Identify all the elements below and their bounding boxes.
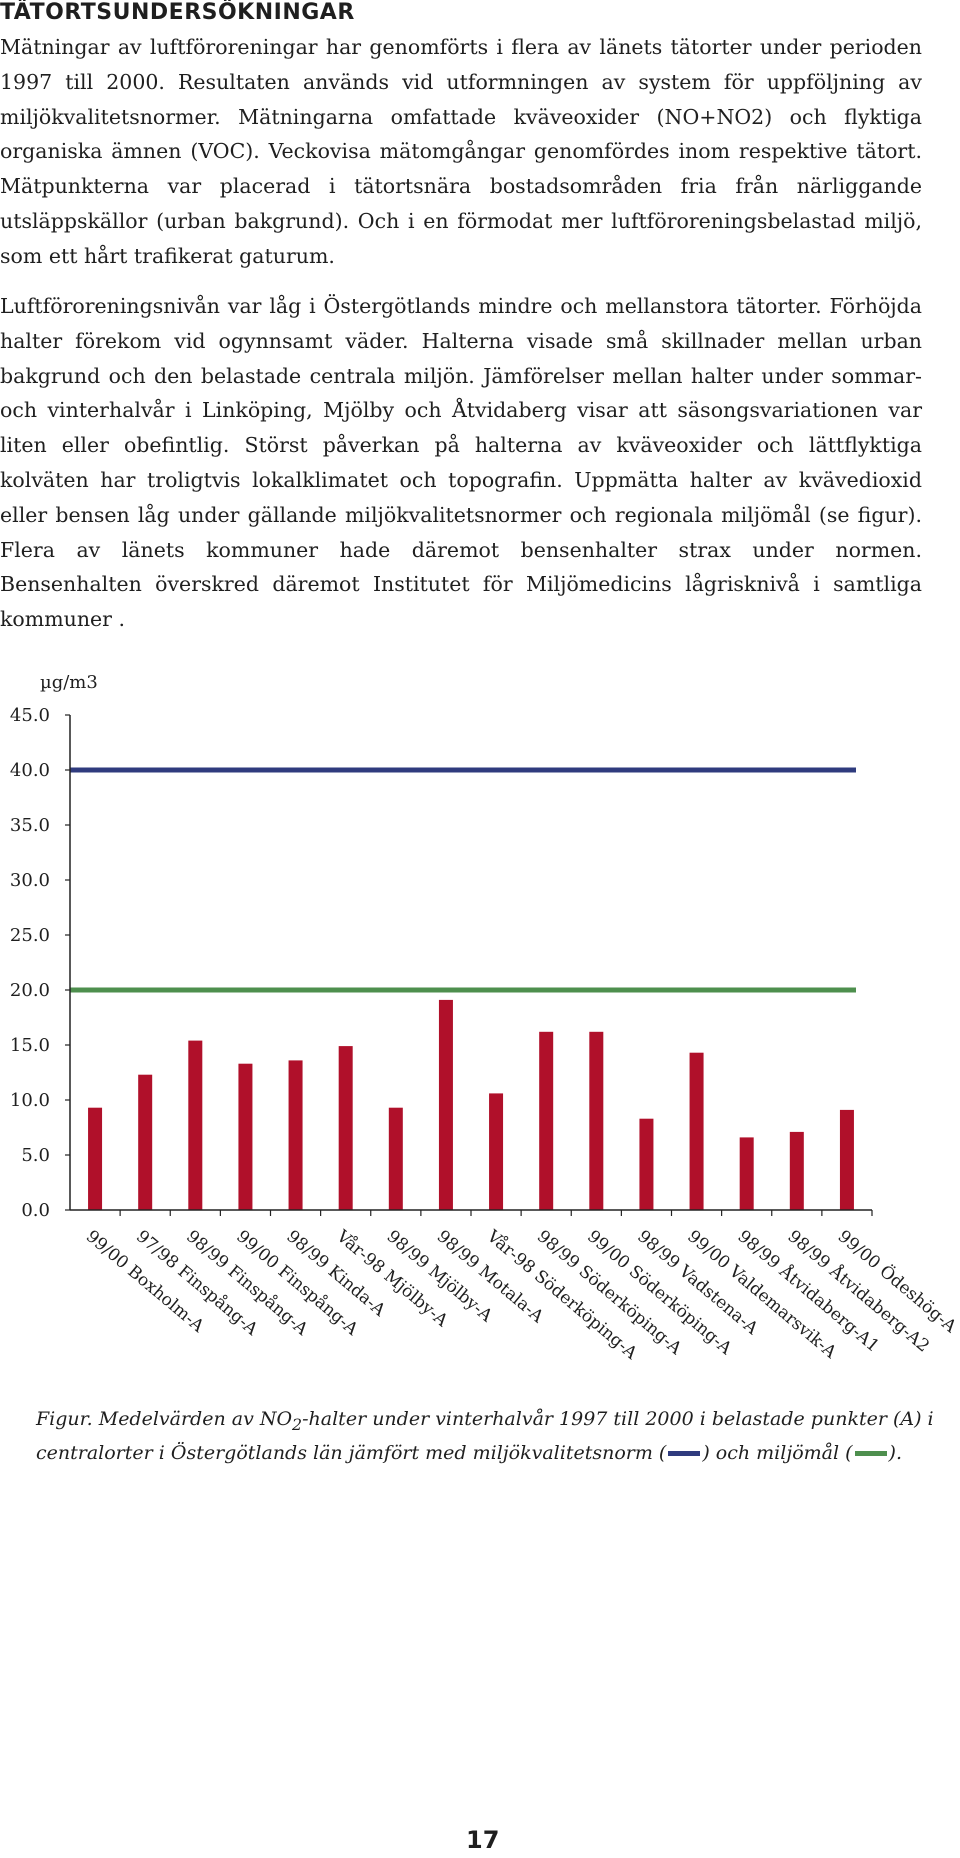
caption-text-2: -halter under vinterhalvår 1997 till 200…: [36, 1408, 934, 1464]
y-tick-label: 30.0: [10, 870, 50, 891]
y-tick-label: 25.0: [10, 925, 50, 946]
bar: [338, 1046, 353, 1210]
paragraph-results: Luftföroreningsnivån var låg i Östergötl…: [0, 294, 922, 632]
bar: [88, 1107, 103, 1210]
bar: [689, 1052, 704, 1210]
bar: [789, 1131, 804, 1210]
bar: [539, 1031, 554, 1210]
y-tick-label: 0.0: [21, 1200, 50, 1221]
bar: [188, 1040, 203, 1210]
bar: [288, 1060, 303, 1210]
y-tick-label: 10.0: [10, 1090, 50, 1111]
y-axis-ticks: 45.0 40.0 35.0 30.0 25.0 20.0 15.0 10.0 5.0 0.0: [10, 705, 70, 1221]
paragraph-intro: Mätningar av luftföroreningar har genomf…: [0, 35, 922, 268]
bars: [88, 999, 854, 1210]
y-tick-label: 20.0: [10, 980, 50, 1001]
figure-caption: Figur. Medelvärden av NO2-halter under v…: [36, 1405, 936, 1468]
bar: [639, 1118, 654, 1210]
norm-line-swatch: [668, 1451, 701, 1457]
caption-text-1: Figur. Medelvärden av NO: [36, 1408, 293, 1430]
caption-subscript: 2: [292, 1414, 303, 1434]
bar: [138, 1074, 153, 1210]
goal-line-swatch: [854, 1451, 887, 1457]
bar: [839, 1109, 854, 1210]
y-tick-label: 5.0: [21, 1145, 50, 1166]
bar: [238, 1063, 253, 1210]
bar: [739, 1137, 754, 1210]
caption-text-3: ) och miljömål (: [702, 1441, 853, 1464]
reference-lines: [70, 767, 856, 993]
bar: [438, 999, 453, 1210]
y-tick-label: 40.0: [10, 760, 50, 781]
page-number: 17: [466, 1826, 500, 1854]
y-tick-label: 15.0: [10, 1035, 50, 1056]
bar: [489, 1093, 504, 1210]
y-axis-unit-label: µg/m3: [40, 672, 98, 693]
bar: [589, 1031, 604, 1210]
bar: [388, 1107, 403, 1210]
caption-text-4: ).: [888, 1441, 902, 1464]
x-axis-labels: 99/00 Boxholm-A97/98 Finspång-A98/99 Fin…: [82, 1210, 960, 1364]
section-heading: TÄTORTSUNDERSÖKNINGAR: [0, 0, 355, 25]
y-tick-label: 45.0: [10, 705, 50, 726]
no2-bar-chart: µg/m3 45.0 40.0 35.0 30.0 25.0 20.0 15.0 10.0 5.…: [10, 672, 960, 1364]
y-tick-label: 35.0: [10, 815, 50, 836]
